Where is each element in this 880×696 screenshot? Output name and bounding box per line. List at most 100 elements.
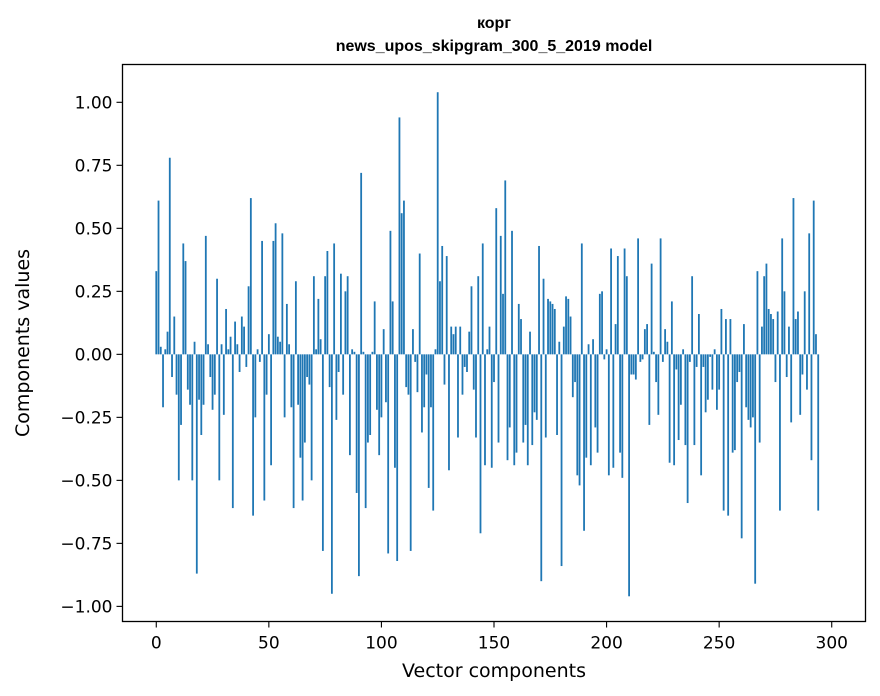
- bar: [353, 351, 356, 355]
- bar: [578, 354, 581, 486]
- y-tick-label: 0.25: [75, 282, 113, 302]
- bar: [574, 354, 576, 383]
- bar: [218, 354, 221, 481]
- bar: [290, 354, 293, 408]
- x-axis-label: Vector components: [402, 660, 586, 682]
- bar: [229, 336, 232, 355]
- bar: [571, 354, 574, 398]
- bar: [533, 354, 536, 413]
- bar: [506, 354, 509, 461]
- bar: [797, 311, 799, 355]
- bar: [504, 180, 507, 355]
- bar: [556, 354, 558, 435]
- bar: [765, 263, 768, 355]
- bar: [736, 354, 739, 383]
- bar: [225, 308, 227, 355]
- bar: [220, 344, 223, 355]
- bar: [488, 326, 491, 355]
- bar: [283, 354, 286, 418]
- bar: [720, 308, 723, 355]
- bar: [470, 286, 473, 355]
- bar: [781, 238, 784, 355]
- bar: [398, 117, 401, 355]
- bar: [479, 354, 482, 534]
- bar: [657, 354, 660, 415]
- x-axis: 0 50 100 150 200 250 300: [151, 621, 848, 654]
- bar: [222, 354, 225, 415]
- y-tick-label: 0.75: [75, 156, 113, 176]
- bar: [439, 281, 441, 355]
- bar: [254, 354, 257, 418]
- bar: [625, 276, 628, 355]
- bar: [430, 354, 432, 408]
- bar: [177, 354, 180, 481]
- bar: [157, 200, 160, 355]
- bar: [231, 354, 234, 509]
- chart-subtitle: news_upos_skipgram_300_5_2019 model: [336, 38, 653, 55]
- bar: [171, 354, 173, 378]
- bar: [661, 354, 664, 362]
- bar: [725, 319, 727, 355]
- bar: [691, 276, 694, 355]
- bar: [706, 354, 709, 400]
- bar: [605, 349, 608, 355]
- bar: [207, 344, 209, 355]
- bar: [601, 291, 603, 355]
- bar: [716, 354, 718, 410]
- bar: [553, 308, 556, 355]
- bar: [652, 351, 655, 355]
- bar: [394, 354, 396, 468]
- bar: [729, 319, 732, 355]
- bar: [344, 291, 347, 355]
- bar: [236, 344, 239, 355]
- x-tick-label: 200: [590, 634, 622, 654]
- bar: [195, 354, 198, 574]
- bar: [330, 354, 333, 594]
- bar: [191, 354, 194, 481]
- bar: [315, 349, 318, 355]
- bar: [326, 251, 329, 355]
- bar: [567, 298, 570, 355]
- bar: [589, 354, 592, 466]
- bar: [299, 354, 302, 458]
- bar: [711, 354, 714, 390]
- bar: [511, 230, 513, 355]
- bar: [655, 354, 658, 383]
- bar: [772, 319, 775, 355]
- bar: [391, 301, 394, 355]
- bar: [308, 354, 311, 385]
- bar: [549, 301, 552, 355]
- bar: [475, 354, 477, 438]
- bar: [312, 276, 315, 355]
- bar: [416, 354, 419, 393]
- bar: [324, 276, 327, 355]
- bar: [542, 278, 545, 355]
- bar: [743, 324, 745, 355]
- y-axis: 1.00 0.75 0.50 0.25 0.00 −0.25 −0.50 −0.75 −1.00: [60, 93, 123, 617]
- bar: [389, 230, 392, 355]
- chart-title: корг: [477, 15, 511, 32]
- bar: [688, 354, 691, 362]
- bar: [668, 354, 671, 463]
- bar: [369, 354, 372, 435]
- bar: [535, 354, 538, 420]
- bar: [427, 354, 430, 488]
- bar: [418, 253, 421, 355]
- bar: [670, 301, 673, 355]
- bar: [756, 271, 759, 355]
- bar: [612, 354, 615, 468]
- bar: [592, 339, 594, 355]
- bar: [477, 276, 480, 355]
- bar: [351, 349, 354, 355]
- bar: [211, 354, 214, 410]
- y-tick-label: −1.00: [60, 597, 112, 617]
- bar: [722, 354, 725, 511]
- bar: [513, 354, 516, 466]
- bar: [425, 354, 428, 375]
- bar: [292, 354, 295, 509]
- bar: [673, 354, 676, 466]
- bar: [594, 354, 597, 428]
- bar: [162, 354, 164, 408]
- bar: [421, 354, 423, 433]
